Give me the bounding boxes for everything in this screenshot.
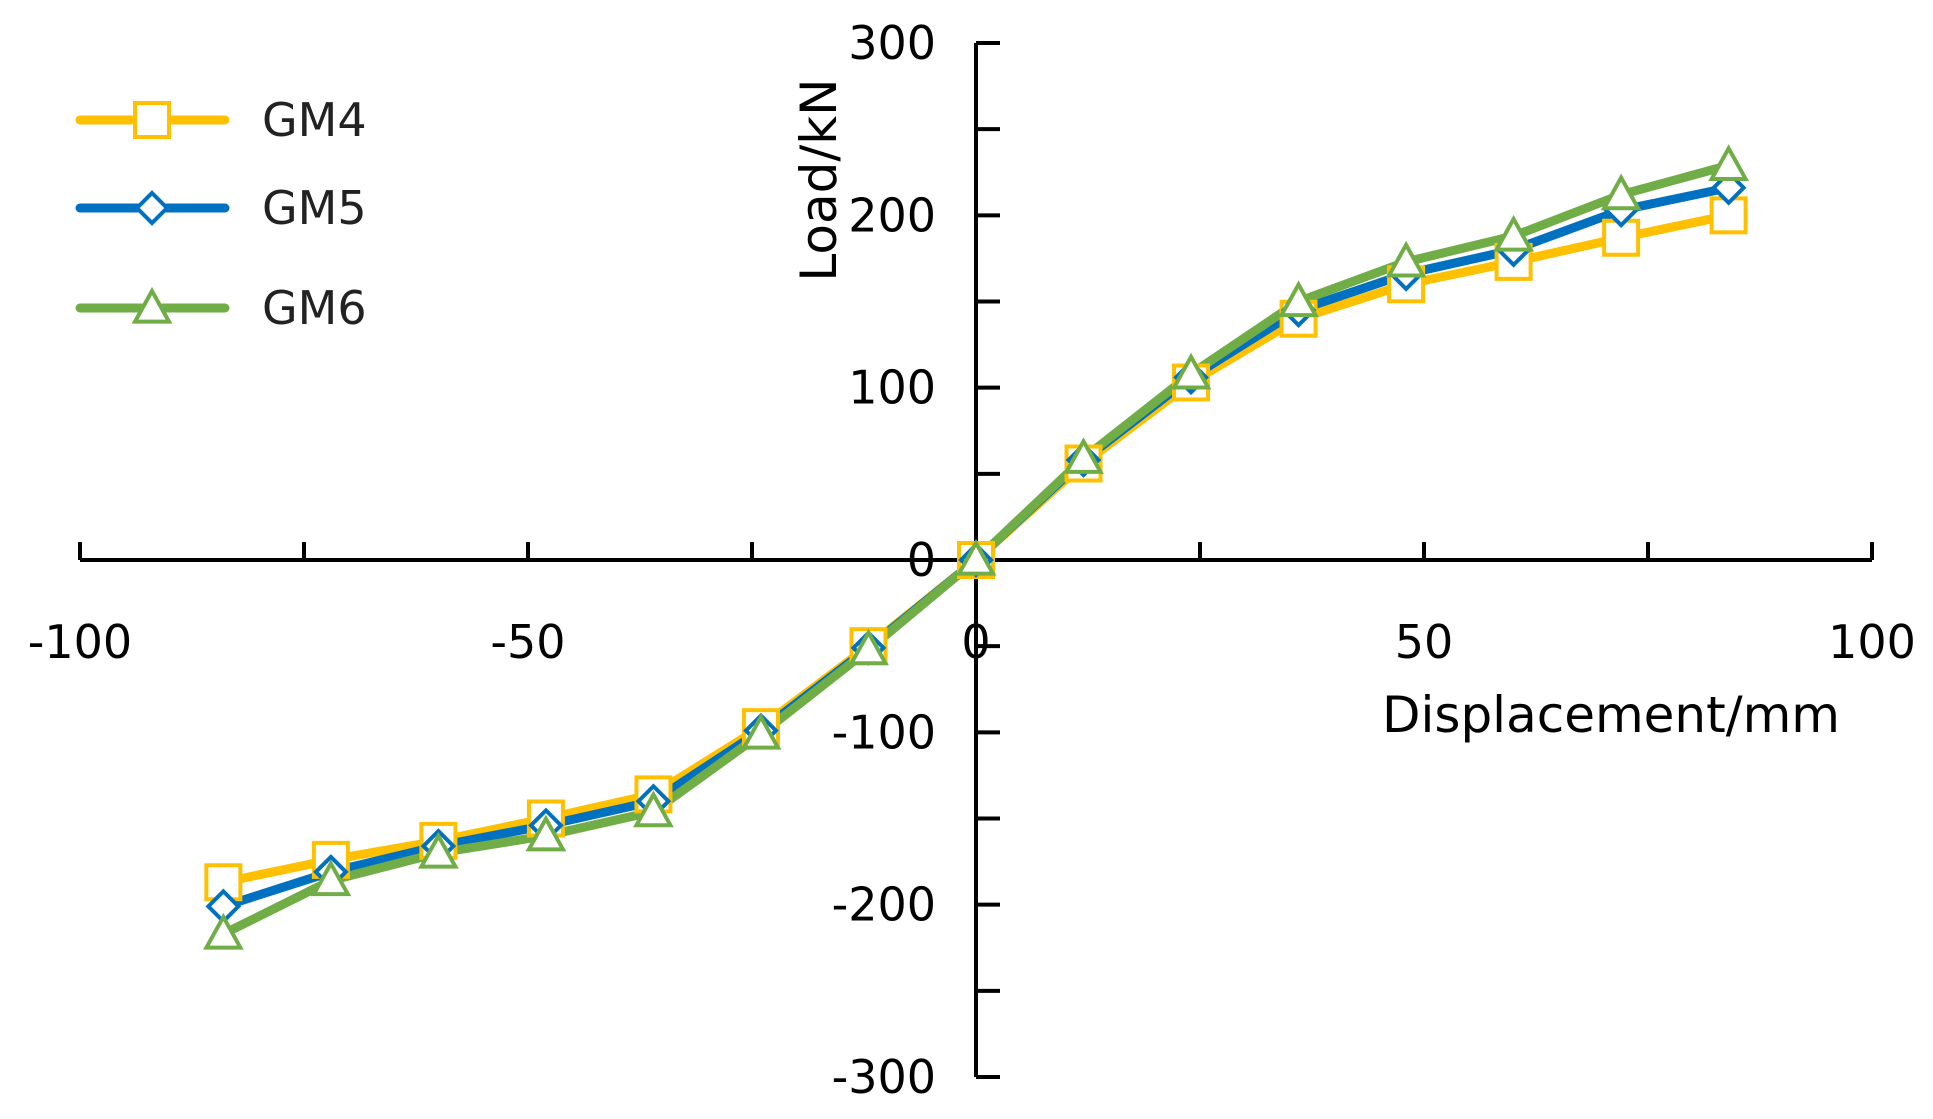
y-ticks: -300 -200 -100 0 100 200 300 <box>832 16 1000 1104</box>
legend-marker <box>133 101 171 139</box>
data-point <box>1278 280 1319 318</box>
x-tick-label: 0 <box>961 615 990 669</box>
y-tick-label: 300 <box>848 16 936 70</box>
data-point <box>525 814 567 852</box>
legend-label: GM4 <box>262 93 367 147</box>
y-tick-label: 0 <box>907 533 936 587</box>
y-tick-label: -200 <box>832 878 936 932</box>
data-point <box>1708 144 1750 181</box>
y-tick-label: 100 <box>848 361 936 415</box>
data-point <box>1600 173 1642 211</box>
data-point <box>1385 240 1427 278</box>
x-tick-label: -100 <box>28 615 132 669</box>
data-point <box>740 712 782 750</box>
legend: GM4 GM5 GM6 <box>75 93 367 335</box>
legend-entry-gm5: GM5 <box>75 181 367 235</box>
y-tick-label: -100 <box>832 705 936 759</box>
legend-marker <box>134 190 170 226</box>
data-point <box>202 912 244 950</box>
y-tick-label: 200 <box>848 188 936 242</box>
y-tick-label: -300 <box>832 1050 936 1104</box>
data-point <box>418 831 459 869</box>
series-markers-gm6 <box>202 144 1750 950</box>
x-tick-label: 100 <box>1828 615 1916 669</box>
data-point <box>1170 352 1212 390</box>
data-point <box>848 628 889 666</box>
legend-label: GM6 <box>262 281 367 335</box>
series-layer <box>202 144 1750 950</box>
x-tick-label: -50 <box>490 615 565 669</box>
x-tick-label: 50 <box>1395 615 1454 669</box>
y-axis-title: Load/kN <box>790 78 848 281</box>
data-point <box>955 538 997 576</box>
x-ticks: -100 -50 0 50 100 <box>28 542 1916 669</box>
x-axis-title: Displacement/mm <box>1382 686 1840 744</box>
axes: -100 -50 0 50 100 -300 -200 -100 0 100 200 300 <box>28 16 1916 1104</box>
legend-entry-gm4: GM4 <box>75 93 367 147</box>
data-point <box>310 859 352 897</box>
legend-marker <box>131 286 173 324</box>
data-point <box>633 790 674 828</box>
legend-label: GM5 <box>262 181 367 235</box>
data-point <box>1063 437 1104 474</box>
legend-entry-gm6: GM6 <box>75 281 367 335</box>
data-point <box>1493 214 1534 252</box>
